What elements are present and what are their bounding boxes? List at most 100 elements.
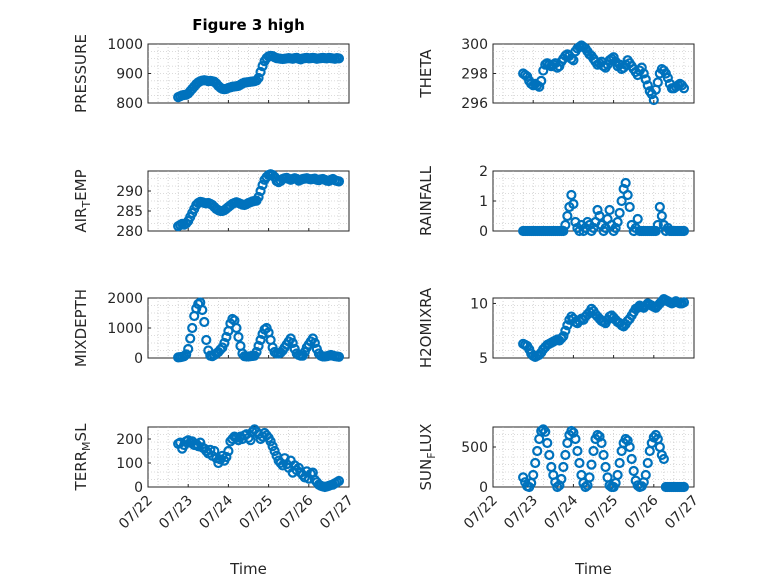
data-point [612,216,623,228]
data-point [678,297,690,308]
data-point [662,72,673,84]
x-axis-label: Time [229,560,267,578]
y-tick-label: 0 [134,351,143,367]
y-tick-label: 2000 [107,291,143,307]
y-tick-label: 1000 [107,321,143,337]
data-point [528,469,539,481]
data-point [572,445,583,457]
data-point [197,304,208,316]
data-point [562,320,573,331]
y-tick-label: 296 [461,96,488,112]
data-point [532,445,543,457]
data-point [255,185,266,197]
data-point [333,475,345,487]
data-point [201,334,212,346]
data-point [233,331,244,343]
data-point [183,343,194,355]
x-tick-label: 07/22 [116,493,156,533]
data-point [255,66,266,78]
y-tick-label: 100 [116,456,143,472]
data-point [309,337,320,349]
data-point [181,349,192,360]
data-point [558,461,569,473]
data-point [592,204,603,216]
subplot-sun-flux: 0 500 SUNFLUX 07/22 07/23 07/24 07/25 07/26 07/2… [417,424,702,578]
data-point [542,437,553,449]
data-point [656,210,667,222]
data-point [678,83,690,94]
data-point [265,436,276,447]
data-point [588,445,599,457]
data-point [596,437,607,449]
data-point [614,207,625,219]
x-tick-label: 07/25 [237,493,277,533]
x-tick-label: 07/26 [277,492,317,532]
data-point [652,77,663,88]
data-point [185,333,196,344]
data-point [179,351,190,362]
x-tick-label: 07/22 [461,493,501,533]
subplot-mixdepth: 0 1000 2000 MIXDEPTH [72,289,350,367]
data-point [626,453,637,465]
data-point [223,445,234,457]
data-point [574,457,585,469]
data-point [658,453,669,465]
y-tick-label: 0 [134,480,143,496]
data-point [518,472,529,483]
data-point [650,225,661,237]
data-point [556,333,567,344]
x-tick-label: 07/27 [662,493,702,533]
data-point [632,213,643,225]
data-point [678,481,690,493]
data-point [556,473,567,485]
data-point [544,449,555,461]
data-point [600,461,611,473]
x-tick-label: 07/23 [501,493,541,533]
subplot-pressure: 800 900 1000 PRESSURE Figure 3 high [72,16,350,113]
x-tick-label: 07/25 [582,493,622,533]
data-point [219,337,230,349]
data-point [257,61,268,72]
y-tick-label: 5 [479,351,488,367]
subplot-air-temp: 280 285 290 AIRTEMP [72,169,350,240]
data-point [333,53,345,64]
y-axis-label: SUNFLUX [417,424,438,491]
data-point [253,340,264,352]
data-point [620,177,631,189]
x-tick-label: 07/26 [622,492,662,532]
data-point [538,65,549,76]
y-tick-label: 800 [116,96,143,112]
y-axis-label: TERRMSL [72,423,93,492]
data-point [255,334,266,346]
data-point [333,351,345,362]
data-point [642,80,653,91]
data-point [612,469,623,481]
data-point [560,219,571,231]
data-point [231,322,242,334]
y-axis-label: MIXDEPTH [72,289,90,367]
y-tick-label: 1000 [107,37,143,53]
y-tick-label: 500 [461,440,488,456]
data-point [333,176,345,187]
y-axis-label: H2OMIXRA [417,287,435,368]
data-point [604,204,615,216]
y-tick-label: 0 [479,224,488,240]
data-point [652,219,663,231]
y-tick-label: 2 [479,164,488,180]
data-point [560,325,571,336]
data-point [253,72,264,84]
data-point [568,55,579,66]
data-point [624,201,635,213]
y-tick-label: 200 [116,432,143,448]
data-point [560,449,571,461]
data-point [540,426,551,437]
y-tick-label: 290 [116,184,143,200]
y-axis-label: AIRTEMP [72,169,93,232]
data-point [562,210,573,222]
y-tick-label: 285 [116,204,143,220]
data-point [269,445,280,457]
y-tick-label: 10 [470,296,488,312]
data-point [257,179,268,191]
data-point [610,222,621,234]
